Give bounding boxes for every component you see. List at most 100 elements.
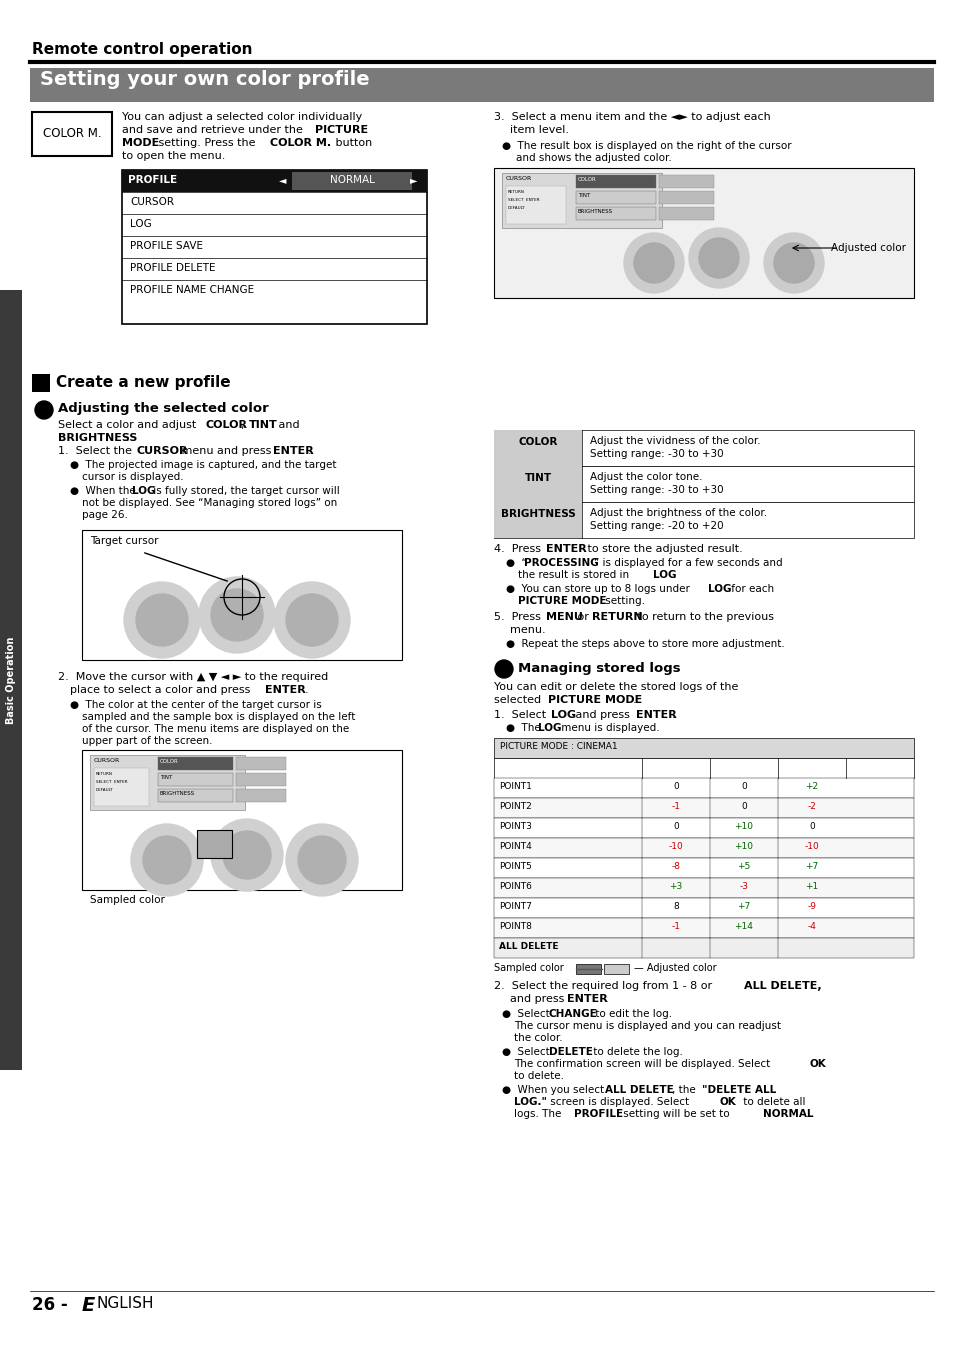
Text: ” is displayed for a few seconds and: ” is displayed for a few seconds and (594, 558, 781, 567)
Circle shape (688, 228, 748, 288)
Bar (32, 112, 112, 155)
Text: page 26.: page 26. (82, 509, 128, 520)
Bar (576, 190, 656, 204)
Text: is fully stored, the target cursor will: is fully stored, the target cursor will (150, 486, 339, 496)
Circle shape (495, 661, 513, 678)
Text: PROFILE: PROFILE (574, 1109, 622, 1119)
Text: ENTER: ENTER (636, 711, 676, 720)
Text: ◄: ◄ (278, 176, 286, 185)
Text: Setting range: -20 to +20: Setting range: -20 to +20 (589, 521, 723, 531)
Text: PICTURE: PICTURE (314, 126, 368, 135)
Circle shape (763, 232, 823, 293)
Text: LOG: LOG (130, 219, 152, 230)
Text: 0: 0 (673, 821, 679, 831)
Text: COLOR M.: COLOR M. (43, 127, 101, 141)
Text: POINT3: POINT3 (498, 821, 532, 831)
Text: PROFILE NAME CHANGE: PROFILE NAME CHANGE (130, 285, 253, 295)
Bar (494, 758, 913, 778)
Text: -10: -10 (803, 842, 819, 851)
Bar (494, 168, 913, 299)
Bar (32, 374, 50, 392)
Text: and press: and press (572, 711, 633, 720)
Circle shape (199, 577, 274, 653)
Text: NGLISH: NGLISH (97, 1296, 154, 1310)
Text: POINT4: POINT4 (498, 842, 531, 851)
Bar (235, 757, 286, 770)
Text: COLOR: COLOR (160, 759, 178, 765)
Text: Setting range: -30 to +30: Setting range: -30 to +30 (589, 485, 723, 494)
Text: 5.  Press: 5. Press (494, 612, 544, 621)
Text: LOG: LOG (537, 723, 561, 734)
Text: BRIGHTNESS: BRIGHTNESS (160, 790, 195, 796)
Bar (494, 878, 913, 898)
Text: ●  Select: ● Select (501, 1009, 553, 1019)
Text: Select a color and adjust: Select a color and adjust (58, 420, 199, 430)
Circle shape (297, 836, 346, 884)
Text: 26 -: 26 - (32, 1296, 73, 1315)
Bar (494, 938, 913, 958)
Text: PROFILE DELETE: PROFILE DELETE (130, 263, 215, 273)
Bar (659, 190, 713, 204)
Bar (494, 466, 913, 503)
Text: TINT: TINT (578, 193, 590, 199)
Text: RETURN: RETURN (96, 771, 112, 775)
Text: setting.: setting. (601, 596, 644, 607)
Text: CURSOR: CURSOR (94, 758, 120, 763)
Text: CURSOR: CURSOR (137, 446, 189, 457)
Circle shape (211, 819, 283, 892)
Text: -1: -1 (671, 802, 679, 811)
Text: LOG: LOG (551, 711, 576, 720)
Text: +7: +7 (804, 862, 818, 871)
Text: 1.  Select the: 1. Select the (58, 446, 135, 457)
Bar (494, 838, 913, 858)
Text: menu and press: menu and press (178, 446, 274, 457)
Text: CURSOR: CURSOR (505, 176, 532, 181)
Text: POINT5: POINT5 (498, 862, 532, 871)
Bar (494, 798, 913, 817)
Text: BRIGHTNESS: BRIGHTNESS (578, 209, 613, 213)
Text: 0: 0 (740, 802, 746, 811)
Text: +7: +7 (737, 902, 750, 911)
Text: button: button (332, 138, 372, 149)
Text: ●  The result box is displayed on the right of the cursor: ● The result box is displayed on the rig… (501, 141, 791, 151)
Text: The cursor menu is displayed and you can readjust: The cursor menu is displayed and you can… (514, 1021, 781, 1031)
Bar (292, 172, 412, 190)
Text: not be displayed. See “Managing stored logs” on: not be displayed. See “Managing stored l… (82, 499, 337, 508)
Bar (494, 858, 913, 878)
Text: setting will be set to: setting will be set to (619, 1109, 732, 1119)
Bar (603, 965, 628, 974)
Circle shape (124, 582, 200, 658)
Text: -1: -1 (671, 921, 679, 931)
Text: .: . (126, 434, 130, 443)
Text: SELECT  ENTER: SELECT ENTER (507, 199, 539, 203)
Bar (494, 738, 913, 758)
Text: +1: +1 (804, 882, 818, 892)
Text: COLOR: COLOR (578, 177, 597, 182)
Text: upper part of the screen.: upper part of the screen. (82, 736, 213, 746)
Circle shape (143, 836, 191, 884)
Text: -10: -10 (668, 842, 682, 851)
Text: ENTER: ENTER (545, 544, 586, 554)
Text: Managing stored logs: Managing stored logs (517, 662, 679, 676)
Text: screen is displayed. Select: screen is displayed. Select (546, 1097, 692, 1106)
Bar (82, 530, 401, 661)
Text: -4: -4 (807, 921, 816, 931)
Text: ●  When the: ● When the (70, 486, 139, 496)
Text: +5: +5 (737, 862, 750, 871)
Bar (0, 290, 22, 1070)
Text: ●  “: ● “ (505, 558, 526, 567)
Text: TINT: TINT (524, 473, 551, 484)
Text: cursor is displayed.: cursor is displayed. (82, 471, 183, 482)
Text: Create a new profile: Create a new profile (56, 376, 231, 390)
Text: -9: -9 (806, 902, 816, 911)
Bar (659, 176, 713, 188)
Text: +10: +10 (734, 821, 753, 831)
Text: to store the adjusted result.: to store the adjusted result. (583, 544, 742, 554)
Bar (158, 757, 233, 770)
Text: MODE: MODE (122, 138, 159, 149)
Bar (30, 68, 933, 101)
Text: 1.  Select: 1. Select (494, 711, 549, 720)
Text: RETURN: RETURN (507, 190, 524, 195)
Text: Target cursor: Target cursor (90, 536, 158, 546)
Text: Adjusted color: Adjusted color (830, 243, 905, 253)
